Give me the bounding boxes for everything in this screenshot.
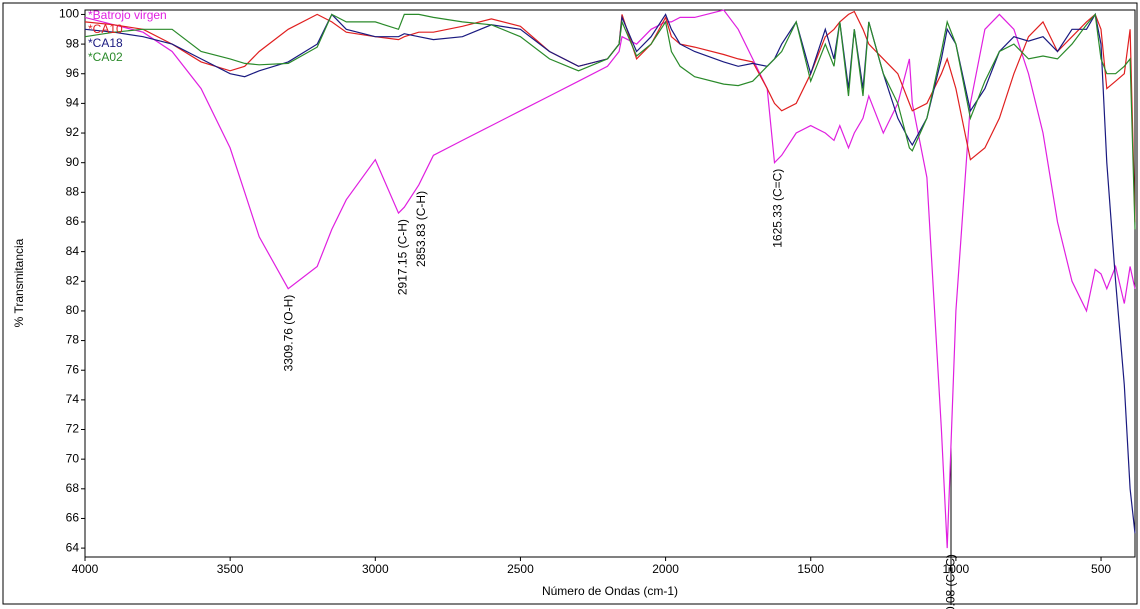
series-line: [84, 12, 1136, 230]
y-tick-label: 68: [66, 481, 80, 495]
y-tick-label: 72: [66, 422, 80, 436]
y-tick-label: 84: [66, 244, 80, 258]
y-tick-label: 76: [66, 362, 80, 376]
legend-label: *Batrojo virgen: [88, 8, 167, 22]
x-tick-label: 3500: [217, 562, 244, 576]
peak-annotation: 2917.15 (C-H): [396, 219, 410, 295]
peak-annotation: 1625.33 (C=C): [771, 169, 785, 248]
peak-annotation: 2853.83 (C-H): [414, 191, 428, 267]
legend-label: *CA02: [88, 50, 123, 64]
x-tick-label: 2500: [507, 562, 534, 576]
plot-frame: [84, 9, 1136, 558]
y-tick-label: 78: [66, 333, 80, 347]
y-tick-label: 92: [66, 125, 80, 139]
series-line: [84, 9, 1136, 549]
legend-label: *CA18: [88, 36, 123, 50]
peak-annotation: 3309.76 (O-H): [282, 295, 296, 372]
series-line: [84, 12, 1136, 534]
x-tick-label: 2000: [652, 562, 679, 576]
x-tick-label: 500: [1091, 562, 1111, 576]
y-tick-label: 82: [66, 273, 80, 287]
x-axis-label: Número de Ondas (cm-1): [542, 584, 678, 598]
series-line: [84, 10, 1136, 223]
y-tick-label: 96: [66, 66, 80, 80]
x-tick-label: 1000: [943, 562, 970, 576]
x-tick-label: 3000: [362, 562, 389, 576]
y-tick-label: 90: [66, 155, 80, 169]
peak-annotation: 1030.08 (C=C): [943, 554, 957, 609]
x-tick-label: 4000: [72, 562, 99, 576]
y-axis-label: % Transmitancia: [12, 238, 26, 327]
y-tick-label: 94: [66, 96, 80, 110]
y-tick-label: 70: [66, 451, 80, 465]
y-tick-label: 88: [66, 185, 80, 199]
y-tick-label: 66: [66, 511, 80, 525]
legend-label: *CA10: [88, 22, 123, 36]
y-tick-label: 86: [66, 214, 80, 228]
y-tick-label: 64: [66, 540, 80, 554]
x-tick-label: 1500: [797, 562, 824, 576]
y-tick-label: 98: [66, 36, 80, 50]
y-tick-label: 100: [59, 7, 79, 21]
y-tick-label: 80: [66, 303, 80, 317]
y-tick-label: 74: [66, 392, 80, 406]
